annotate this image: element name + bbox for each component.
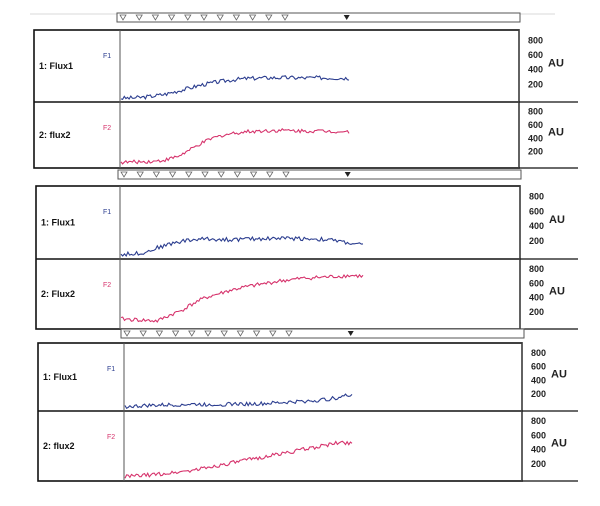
series-tag: F2 (103, 282, 111, 289)
marker-triangle (204, 330, 212, 337)
chart-frame (37, 342, 523, 482)
series-line (120, 235, 364, 258)
marker-triangle (282, 171, 290, 178)
channel-label: 1: Flux1 (43, 372, 77, 382)
y-tick-label: 400 (529, 293, 544, 303)
marker-triangle (232, 14, 241, 21)
marker-triangle (135, 14, 143, 21)
y-tick-label: 800 (531, 416, 546, 426)
y-unit-label: AU (549, 285, 565, 297)
y-unit-label: AU (551, 369, 567, 381)
marker-triangle (155, 330, 164, 337)
y-tick-label: 600 (531, 362, 546, 372)
y-tick-label: 400 (531, 375, 546, 385)
series-tag: F1 (107, 366, 115, 373)
y-tick-label: 800 (529, 191, 544, 201)
marker-triangle (269, 330, 277, 337)
channel-label: 1: Flux1 (39, 61, 73, 71)
chart-frame (35, 185, 521, 330)
y-tick-label: 600 (531, 430, 546, 440)
marker-triangle (265, 14, 273, 21)
series-tag: F1 (103, 209, 111, 216)
marker-triangle (200, 14, 208, 21)
marker-triangle (252, 330, 261, 337)
chart-frame (33, 29, 520, 169)
y-tick-label: 800 (528, 35, 543, 45)
active-marker (344, 172, 351, 177)
y-tick-label: 200 (528, 147, 543, 157)
y-tick-label: 800 (531, 348, 546, 358)
marker-triangle (152, 171, 161, 178)
series-tag: F1 (103, 53, 111, 60)
channel-label: 2: Flux2 (41, 289, 75, 299)
marker-triangle (248, 14, 257, 21)
marker-triangle (136, 171, 144, 178)
marker-bar (120, 328, 525, 339)
series-line (124, 440, 353, 479)
y-tick-label: 600 (529, 278, 544, 288)
y-tick-label: 200 (529, 236, 544, 246)
y-tick-label: 600 (529, 206, 544, 216)
chart-block-1: 1: Flux1 F1 200 400 600 800 AU 2: flux2 F2 200 400… (33, 12, 578, 169)
marker-triangle (201, 171, 209, 178)
marker-triangle (220, 330, 228, 337)
active-marker (347, 331, 354, 336)
marker-triangle (216, 14, 224, 21)
marker-triangle (168, 171, 177, 178)
channel-label: 2: flux2 (39, 130, 71, 140)
marker-triangle (184, 14, 192, 21)
series-tag: F2 (103, 125, 111, 132)
marker-triangle (123, 330, 131, 337)
y-tick-label: 200 (531, 389, 546, 399)
y-tick-label: 800 (528, 107, 543, 117)
marker-triangle (236, 330, 245, 337)
series-line (120, 75, 350, 101)
marker-triangle (266, 171, 274, 178)
y-tick-label: 600 (528, 50, 543, 60)
y-unit-label: AU (548, 127, 564, 139)
marker-triangle (281, 14, 289, 21)
y-unit-label: AU (549, 214, 565, 226)
marker-bar (117, 169, 522, 180)
y-tick-label: 600 (528, 120, 543, 130)
channel-label: 1: Flux1 (41, 218, 75, 228)
series-line (120, 128, 350, 165)
marker-triangle (233, 171, 242, 178)
chart-block-2: 1: Flux1 F1 200 400 600 800 AU 2: Flux2 F2 200 400… (35, 169, 578, 330)
marker-triangle (217, 171, 225, 178)
y-tick-label: 400 (528, 65, 543, 75)
y-tick-label: 800 (529, 264, 544, 274)
marker-triangle (285, 330, 293, 337)
y-tick-label: 400 (531, 445, 546, 455)
y-unit-label: AU (548, 57, 564, 69)
series-tag: F2 (107, 434, 115, 441)
marker-triangle (139, 330, 147, 337)
series-line (120, 273, 364, 323)
y-tick-label: 200 (528, 79, 543, 89)
marker-triangle (120, 171, 128, 178)
series-line (124, 393, 353, 410)
active-marker (343, 15, 350, 20)
marker-triangle (119, 14, 127, 21)
y-tick-label: 400 (528, 133, 543, 143)
marker-bar (116, 12, 521, 23)
chart-block-3: 1: Flux1 F1 200 400 600 800 AU 2: flux2 F2 200 400… (37, 328, 578, 482)
marker-triangle (185, 171, 193, 178)
marker-triangle (171, 330, 180, 337)
channel-label: 2: flux2 (43, 441, 75, 451)
y-tick-label: 400 (529, 221, 544, 231)
y-unit-label: AU (551, 437, 567, 449)
marker-triangle (151, 14, 160, 21)
marker-triangle (188, 330, 196, 337)
marker-triangle (167, 14, 176, 21)
marker-triangle (249, 171, 258, 178)
y-tick-label: 200 (529, 307, 544, 317)
y-tick-label: 200 (531, 459, 546, 469)
